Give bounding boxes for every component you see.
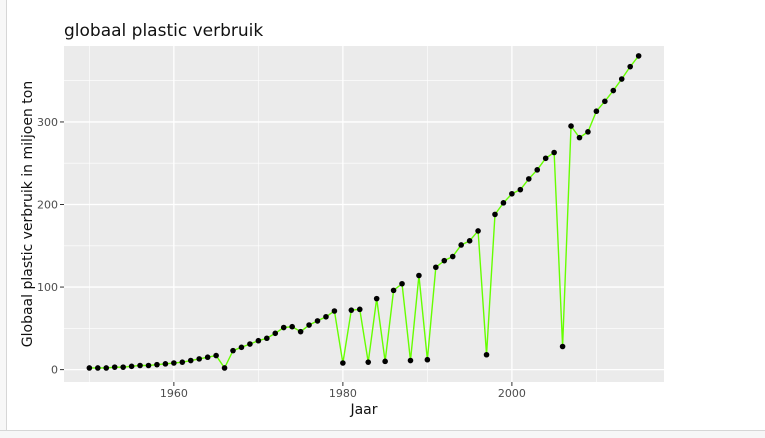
data-point [297,328,304,335]
data-point [399,280,405,287]
data-point [568,123,574,129]
data-point [171,360,177,366]
data-point [407,357,414,364]
data-point [466,238,473,244]
data-point [187,357,194,364]
data-point [340,360,346,366]
data-point [585,129,591,135]
data-point [416,272,422,279]
data-point [145,362,152,369]
data-point [247,341,253,347]
data-point [390,287,397,294]
x-tick-label: 1960 [160,387,188,400]
data-point [111,364,118,370]
tick-labels: 0 100 200 300 1960 1980 2000 [37,116,526,400]
data-point [230,347,236,354]
data-point [128,363,135,370]
x-axis-title: Jaar [349,402,377,418]
data-point [602,98,608,105]
data-point [103,365,110,371]
data-point [238,344,245,351]
data-point [204,354,211,361]
data-point [86,365,93,371]
data-point [137,362,143,369]
data-point [576,134,583,141]
data-point [424,356,431,363]
data-point [635,53,642,59]
data-point [627,63,633,70]
data-point [323,313,329,320]
data-point [314,318,321,324]
data-point [213,352,219,359]
y-tick-label: 100 [37,281,58,294]
data-point [280,324,287,331]
data-point [593,108,600,115]
chart-title: globaal plastic verbruik [64,21,263,41]
data-point [373,295,380,302]
x-tick-label: 1980 [329,387,357,400]
data-point [255,337,262,344]
data-point [272,330,279,337]
data-point [162,361,169,367]
data-point [534,167,541,173]
data-point [610,87,617,94]
data-point [441,257,448,264]
data-point [95,365,101,371]
data-point [382,358,388,365]
data-points [86,53,642,371]
data-point [618,76,625,82]
data-point [356,306,363,313]
window-edge-bottom [0,430,765,438]
major-gridlines [64,46,664,382]
y-tick-label: 300 [37,116,58,129]
y-tick-label: 200 [37,199,58,212]
data-point [542,155,549,162]
data-point [517,186,524,193]
data-point [306,322,312,328]
window-edge-left [0,0,7,437]
data-point [365,359,372,365]
data-point [483,351,490,358]
data-point [525,176,532,182]
data-point [154,361,160,368]
data-point [509,190,515,197]
data-point [433,264,439,271]
x-tick-label: 2000 [498,387,526,400]
data-point [221,365,228,371]
data-point [475,228,481,234]
data-point [500,200,507,206]
axis-ticks [60,121,513,386]
y-axis-title: Globaal plastic verbruik in miljoen ton [20,81,36,347]
data-point [492,211,498,218]
data-point [458,242,464,248]
data-point [120,364,126,370]
data-point [196,356,203,362]
minor-gridlines [64,46,664,382]
data-point [559,343,566,350]
data-point [551,149,557,156]
data-point [264,335,270,342]
y-tick-label: 0 [51,364,58,377]
data-point [449,253,456,260]
data-point [289,323,295,330]
data-point [348,307,355,313]
data-point [179,359,186,365]
data-point [331,308,338,314]
